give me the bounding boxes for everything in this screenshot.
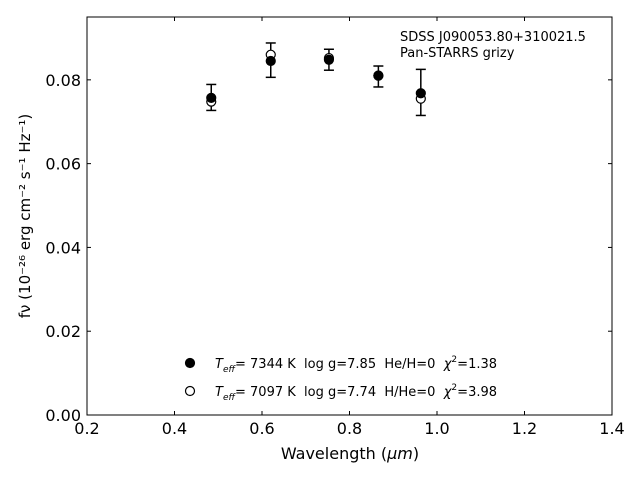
model-point-filled	[206, 92, 217, 103]
annotation-survey: Pan-STARRS grizy	[400, 46, 515, 61]
y-tick-label: 0.04	[45, 238, 81, 257]
x-tick-label: 1.2	[512, 419, 537, 438]
y-axis: 0.00 0.02 0.04 0.06 0.08	[45, 71, 612, 425]
x-tick-label: 0.8	[337, 419, 362, 438]
x-axis: 0.2 0.4 0.6 0.8 1.0 1.2 1.4	[74, 17, 625, 438]
model-points	[206, 49, 426, 107]
x-tick-label: 0.6	[249, 419, 274, 438]
legend-entry-filled: Teff= 7344 K log g=7.85 He/H=0 χ2=1.38	[184, 355, 497, 375]
x-tick-label: 0.2	[74, 419, 99, 438]
y-tick-label: 0.06	[45, 155, 81, 174]
legend-text-open: Teff= 7097 K log g=7.74 H/He=0 χ2=3.98	[215, 383, 497, 403]
y-tick-label: 0.00	[45, 406, 81, 425]
x-tick-label: 0.4	[162, 419, 187, 438]
y-tick-label: 0.02	[45, 322, 81, 341]
model-point-filled	[373, 70, 384, 81]
y-axis-label: fν (10⁻²⁶ erg cm⁻² s⁻¹ Hz⁻¹)	[16, 114, 34, 319]
legend-marker-open	[184, 385, 196, 397]
legend-entry-open: Teff= 7097 K log g=7.74 H/He=0 χ2=3.98	[184, 383, 497, 403]
y-tick-label: 0.08	[45, 71, 81, 90]
x-tick-label: 1.0	[424, 419, 449, 438]
legend-text-filled: Teff= 7344 K log g=7.85 He/H=0 χ2=1.38	[215, 355, 497, 375]
x-tick-label: 1.4	[599, 419, 624, 438]
model-point-filled	[415, 88, 426, 99]
model-point-filled	[265, 55, 276, 67]
legend: Teff= 7344 K log g=7.85 He/H=0 χ2=1.38 T…	[184, 355, 497, 403]
legend-marker-filled	[184, 357, 196, 369]
annotation-object-name: SDSS J090053.80+310021.5	[400, 30, 586, 45]
model-point-filled	[323, 54, 335, 65]
x-axis-label: Wavelength (μm)	[281, 444, 419, 463]
plot-area	[86, 16, 613, 416]
